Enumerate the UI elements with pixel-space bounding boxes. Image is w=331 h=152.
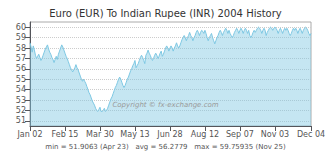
svg-text:57: 57 [16,54,26,63]
svg-text:min = 51.9063 (Apr 23) avg =: min = 51.9063 (Apr 23) avg = 56.2779 max… [45,143,286,151]
svg-text:Dec 04: Dec 04 [297,130,325,139]
svg-text:Nov 03: Nov 03 [261,130,289,139]
svg-text:Jun 28: Jun 28 [156,130,182,139]
svg-text:54: 54 [16,85,26,94]
svg-text:58: 58 [16,44,26,53]
svg-text:53: 53 [16,96,26,105]
svg-text:55: 55 [16,75,26,84]
svg-text:51: 51 [16,116,26,125]
svg-text:Aug 12: Aug 12 [191,130,219,139]
svg-text:60: 60 [16,23,26,32]
svg-text:Mar 30: Mar 30 [86,130,114,139]
svg-text:May 13: May 13 [120,130,149,139]
svg-text:Jan 02: Jan 02 [16,130,42,139]
svg-text:56: 56 [16,64,26,73]
svg-text:Copyright © fx-exchange.com: Copyright © fx-exchange.com [112,101,218,109]
svg-text:Euro (EUR) To Indian Rupee (IN: Euro (EUR) To Indian Rupee (INR) 2004 Hi… [49,8,281,19]
svg-text:52: 52 [16,106,26,115]
svg-text:Sep 07: Sep 07 [226,130,254,139]
svg-text:Feb 15: Feb 15 [52,130,79,139]
svg-text:59: 59 [16,33,26,42]
